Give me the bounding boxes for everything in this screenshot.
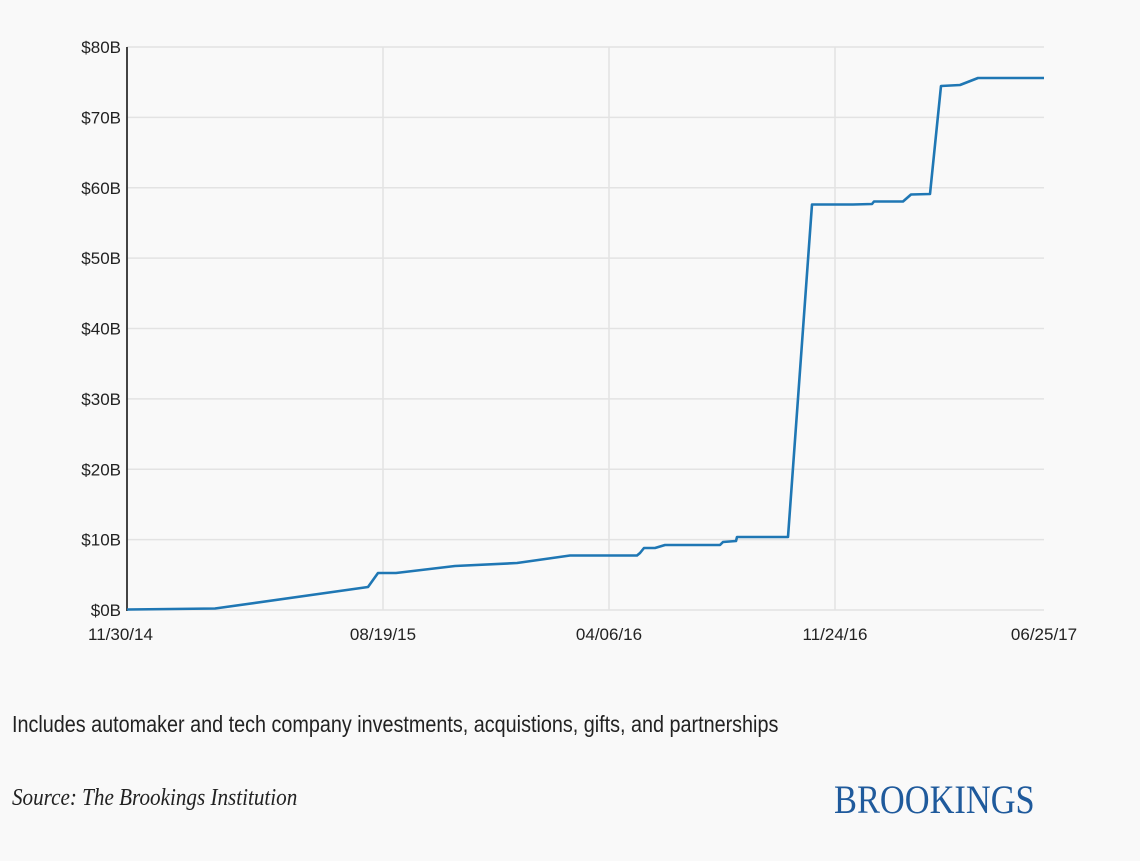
x-tick-label: 11/30/14 [88,625,153,644]
y-tick-label: $10B [81,531,121,550]
gridlines [127,46,1044,611]
y-tick-label: $50B [81,249,121,268]
x-tick-label: 04/06/16 [576,625,642,644]
chart-caption: Includes automaker and tech company inve… [12,711,779,737]
y-tick-label: $0B [91,601,121,620]
x-axis-ticks: 11/30/14 08/19/15 04/06/16 11/24/16 06/25/17 [88,625,1077,644]
line-chart: $0B $10B $20B $30B $40B $50B $60B $70B $80B 11/3… [81,38,1077,644]
y-axis-ticks: $0B $10B $20B $30B $40B $50B $60B $70B $80B [81,38,121,620]
source-note: Source: The Brookings Institution [12,785,298,811]
x-tick-label: 08/19/15 [350,625,416,644]
y-tick-label: $70B [81,108,121,127]
y-tick-label: $80B [81,38,121,57]
y-tick-label: $60B [81,179,121,198]
x-tick-label: 11/24/16 [803,625,868,644]
brookings-logo: BROOKINGS [834,777,1035,822]
y-tick-label: $40B [81,320,121,339]
y-tick-label: $20B [81,460,121,479]
x-tick-label: 06/25/17 [1011,625,1077,644]
y-tick-label: $30B [81,390,121,409]
investment-line [126,76,1044,611]
